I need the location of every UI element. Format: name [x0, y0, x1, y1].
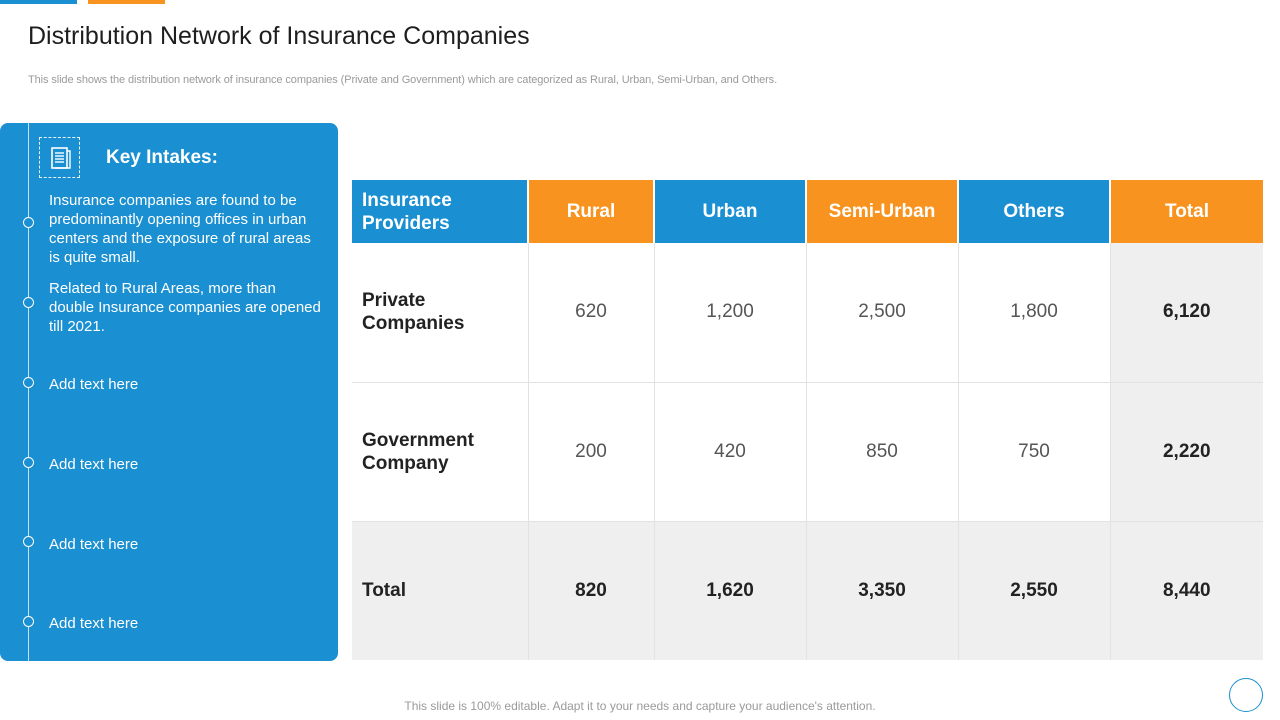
cell-rural: 200 [528, 382, 655, 522]
key-intake-item: Add text here [49, 536, 139, 553]
timeline-dot [23, 377, 34, 388]
cell-semi-urban: 2,500 [806, 243, 959, 383]
timeline-line [28, 123, 29, 661]
cell-others: 750 [958, 382, 1111, 522]
key-intake-item: Add text here [49, 376, 139, 393]
key-intakes-panel: Key Intakes: Insurance companies are fou… [0, 123, 338, 661]
cell-urban: 420 [654, 382, 807, 522]
row-label: Total [352, 521, 529, 660]
accent-bar-orange [88, 0, 165, 4]
cell-others: 2,550 [958, 521, 1111, 660]
table-total-row: Total 820 1,620 3,350 2,550 8,440 [352, 521, 1263, 660]
table-header-row: Insurance Providers Rural Urban Semi-Urb… [352, 180, 1263, 243]
header-urban: Urban [654, 180, 807, 243]
cell-semi-urban: 850 [806, 382, 959, 522]
cell-total: 8,440 [1110, 521, 1263, 660]
distribution-table: Insurance Providers Rural Urban Semi-Urb… [352, 180, 1263, 660]
cell-semi-urban: 3,350 [806, 521, 959, 660]
key-intake-item: Insurance companies are found to be pred… [49, 192, 311, 266]
corner-circle-decoration [1229, 678, 1263, 712]
key-intake-item: Related to Rural Areas, more than double… [49, 280, 321, 335]
page-title: Distribution Network of Insurance Compan… [28, 22, 530, 50]
cell-total: 2,220 [1110, 382, 1263, 522]
timeline-dot [23, 297, 34, 308]
timeline-dot [23, 457, 34, 468]
page-subtitle: This slide shows the distribution networ… [28, 74, 778, 86]
timeline-dot [23, 217, 34, 228]
cell-urban: 1,200 [654, 243, 807, 383]
accent-bar-blue [0, 0, 77, 4]
header-total: Total [1110, 180, 1263, 243]
cell-rural: 820 [528, 521, 655, 660]
cell-total: 6,120 [1110, 243, 1263, 383]
table-row: Private Companies 620 1,200 2,500 1,800 … [352, 243, 1263, 383]
header-rural: Rural [528, 180, 655, 243]
document-icon [39, 137, 80, 178]
key-intake-item: Add text here [49, 615, 139, 632]
row-label: Private Companies [352, 243, 529, 383]
cell-rural: 620 [528, 243, 655, 383]
key-intakes-heading: Key Intakes: [106, 147, 218, 168]
table-row: Government Company 200 420 850 750 2,220 [352, 382, 1263, 522]
timeline-dot [23, 616, 34, 627]
key-intake-item: Add text here [49, 456, 139, 473]
cell-urban: 1,620 [654, 521, 807, 660]
header-others: Others [958, 180, 1111, 243]
timeline-dot [23, 536, 34, 547]
header-insurance-providers: Insurance Providers [352, 180, 529, 243]
slide-footer: This slide is 100% editable. Adapt it to… [404, 699, 876, 713]
row-label: Government Company [352, 382, 529, 522]
cell-others: 1,800 [958, 243, 1111, 383]
header-semi-urban: Semi-Urban [806, 180, 959, 243]
